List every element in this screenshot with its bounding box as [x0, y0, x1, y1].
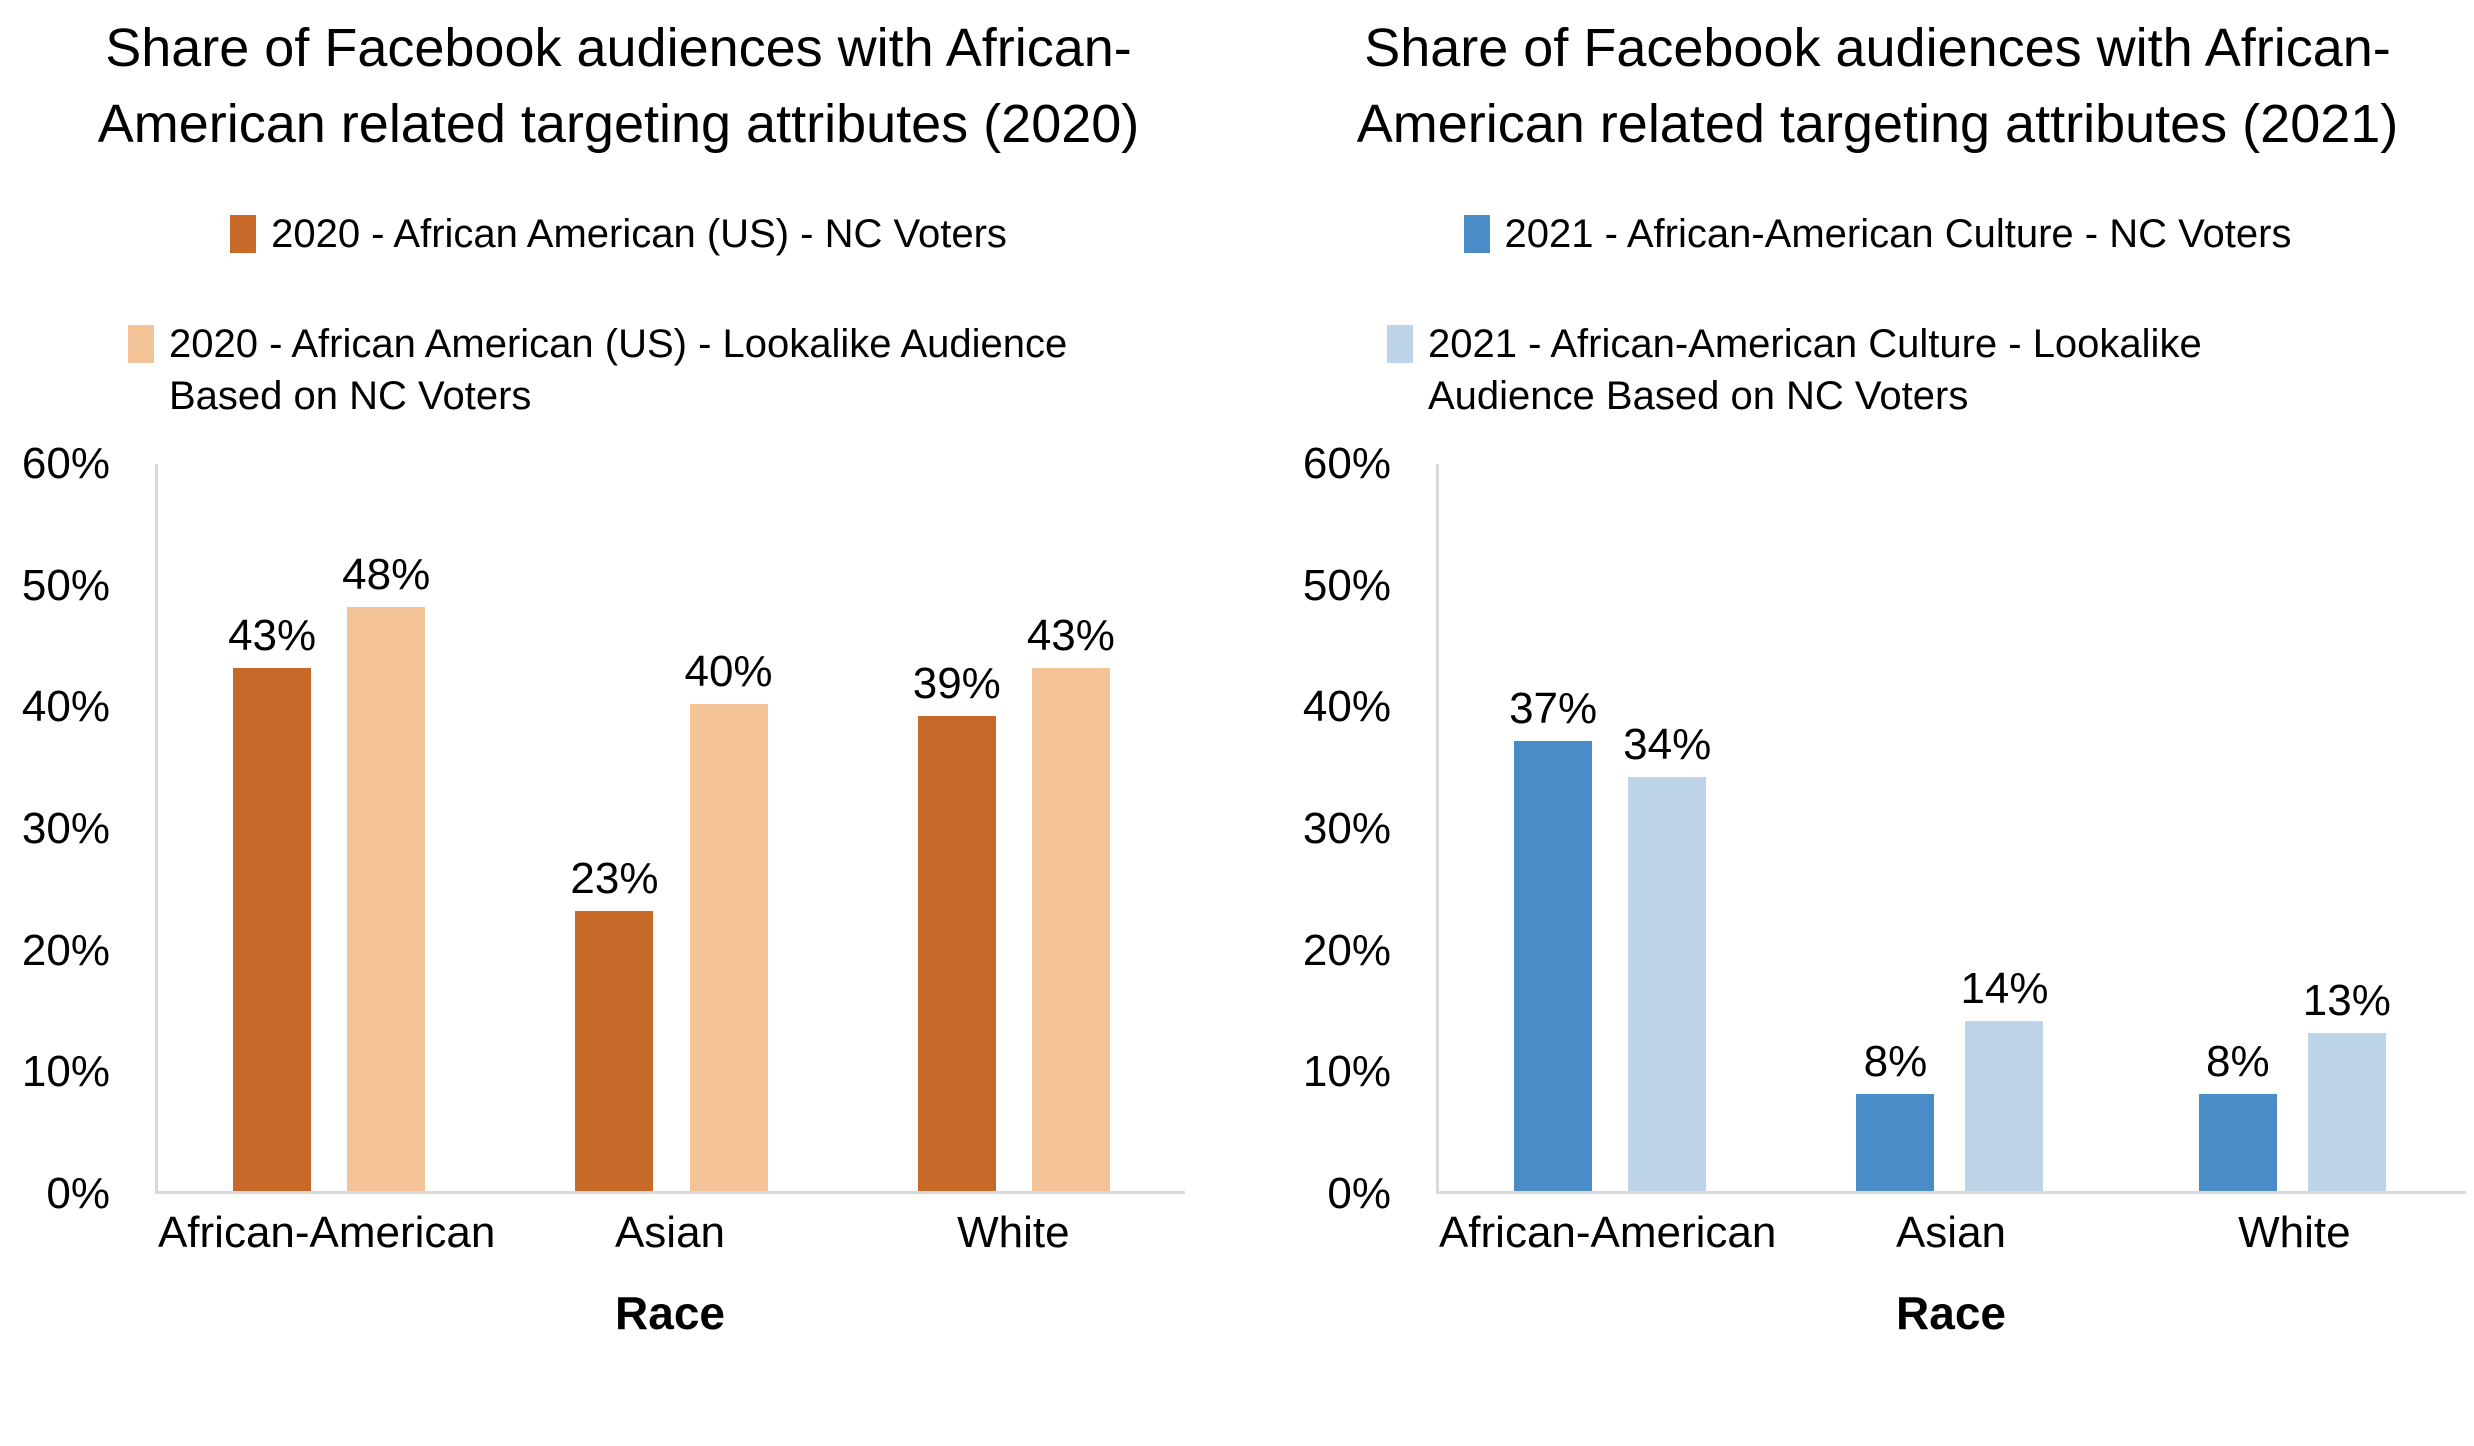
y-tick-label: 50%: [1302, 560, 1391, 610]
bar-with-label: 43%: [228, 612, 316, 1191]
legend-2021: 2021 - African-American Culture - NC Vot…: [1281, 208, 2474, 422]
legend-swatch-icon: [128, 325, 154, 363]
bar: [1628, 777, 1707, 1191]
bar: [347, 607, 426, 1191]
bar-with-label: 13%: [2303, 977, 2391, 1191]
y-tick-label: 20%: [1302, 925, 1391, 975]
legend-label: 2020 - African American (US) - NC Voters: [271, 212, 1007, 256]
bar: [689, 704, 768, 1191]
legend-label: 2021 - African-American Culture - NC Vot…: [1504, 212, 2292, 256]
bar-data-label: 8%: [1863, 1037, 1928, 1086]
y-tick-label: 50%: [21, 560, 110, 610]
bar-with-label: 8%: [1856, 1037, 1935, 1191]
legend-label: 2020 - African American (US) - Lookalike…: [169, 322, 1068, 418]
y-tick-label: 40%: [21, 682, 110, 732]
bar-with-label: 40%: [684, 647, 773, 1191]
bar: [917, 716, 996, 1191]
bar-with-label: 34%: [1623, 721, 1711, 1191]
legend-entry: 2021 - African-American Culture - Lookal…: [1281, 318, 2474, 422]
bar: [233, 668, 312, 1191]
bar-with-label: 43%: [1027, 612, 1115, 1191]
plot-2020: 43% 48% 23% 40% 39% 43%: [155, 464, 1185, 1194]
y-tick-label: 10%: [21, 1047, 110, 1097]
y-tick-label: 40%: [1302, 682, 1391, 732]
x-category-labels-2021: African-American Asian White: [1436, 1208, 2466, 1258]
bar-data-label: 8%: [2205, 1037, 2270, 1086]
bar-with-label: 23%: [570, 855, 658, 1191]
bar-group: 8% 14%: [1781, 464, 2123, 1191]
y-axis-2021: 60% 50% 40% 30% 20% 10% 0%: [1281, 439, 1436, 1218]
bar: [2198, 1094, 2277, 1191]
bar-group: 23% 40%: [500, 464, 842, 1191]
bar-with-label: 8%: [2198, 1037, 2277, 1191]
chart-panel-2021: Share of Facebook audiences with African…: [1237, 0, 2474, 1446]
bar-with-label: 39%: [913, 660, 1001, 1191]
bar-data-label: 37%: [1509, 684, 1598, 733]
bar: [1514, 741, 1593, 1191]
legend-swatch-icon: [230, 215, 257, 253]
bar-group: 39% 43%: [843, 464, 1185, 1191]
bar-group: 43% 48%: [158, 464, 500, 1191]
bar-group: 37% 34%: [1439, 464, 1781, 1191]
legend-2020: 2020 - African American (US) - NC Voters…: [0, 208, 1237, 422]
bar-data-label: 39%: [912, 659, 1001, 708]
bar: [2307, 1033, 2386, 1191]
bar-with-label: 14%: [1960, 964, 2049, 1191]
bar-data-label: 40%: [684, 647, 773, 696]
chart-area-2020: 60% 50% 40% 30% 20% 10% 0% 43% 48% 23% 40% 39% 43%: [0, 439, 1237, 1218]
y-tick-label: 30%: [21, 804, 110, 853]
bar-data-label: 43%: [1026, 611, 1115, 660]
x-category-label: White: [957, 1208, 1070, 1257]
y-axis-2020: 60% 50% 40% 30% 20% 10% 0%: [0, 439, 155, 1218]
chart-area-2021: 60% 50% 40% 30% 20% 10% 0% 37% 34% 8% 14% 8% 13%: [1281, 439, 2474, 1218]
x-category-label: African-American: [157, 1208, 496, 1257]
x-category-label: White: [2238, 1208, 2351, 1257]
x-axis-title-2021: Race: [1896, 1287, 2006, 1339]
bar-with-label: 37%: [1509, 685, 1597, 1191]
bar-data-label: 14%: [1960, 964, 2049, 1013]
chart-panel-2020: Share of Facebook audiences with African…: [0, 18, 1237, 1339]
bar: [1031, 668, 1110, 1191]
x-category-label: Asian: [614, 1208, 726, 1257]
x-category-labels-2020: African-American Asian White: [155, 1208, 1185, 1258]
y-tick-label: 10%: [1302, 1047, 1391, 1097]
y-tick-label: 30%: [1302, 804, 1391, 853]
bar-data-label: 43%: [228, 611, 317, 660]
x-axis-title-2020: Race: [615, 1287, 725, 1339]
bar-data-label: 13%: [2302, 976, 2391, 1025]
chart-title-2021: Share of Facebook audiences with African…: [1356, 18, 2399, 154]
bar-data-label: 23%: [570, 854, 659, 903]
legend-entry: 2020 - African American (US) - NC Voters: [0, 208, 1237, 260]
plot-2021: 37% 34% 8% 14% 8% 13%: [1436, 464, 2466, 1194]
x-category-label: African-American: [1438, 1208, 1777, 1257]
bar-data-label: 48%: [342, 550, 431, 599]
legend-label: 2021 - African-American Culture - Lookal…: [1428, 322, 2202, 418]
legend-swatch-icon: [1463, 215, 1490, 253]
y-tick-label: 20%: [21, 925, 110, 975]
y-tick-label: 0%: [1327, 1169, 1391, 1218]
legend-entry: 2020 - African American (US) - Lookalike…: [0, 318, 1237, 422]
bar: [575, 911, 654, 1191]
legend-swatch-icon: [1387, 325, 1413, 363]
chart-title-2020: Share of Facebook audiences with African…: [97, 18, 1140, 154]
y-tick-label: 60%: [21, 439, 110, 488]
y-tick-label: 60%: [1302, 439, 1391, 488]
bar: [1965, 1021, 2044, 1191]
bar-group: 8% 13%: [2124, 464, 2466, 1191]
bar-data-label: 34%: [1623, 720, 1712, 769]
bar: [1856, 1094, 1935, 1191]
x-category-label: Asian: [1895, 1208, 2007, 1257]
y-tick-label: 0%: [46, 1169, 110, 1218]
legend-entry: 2021 - African-American Culture - NC Vot…: [1281, 208, 2474, 260]
bar-with-label: 48%: [342, 551, 430, 1191]
